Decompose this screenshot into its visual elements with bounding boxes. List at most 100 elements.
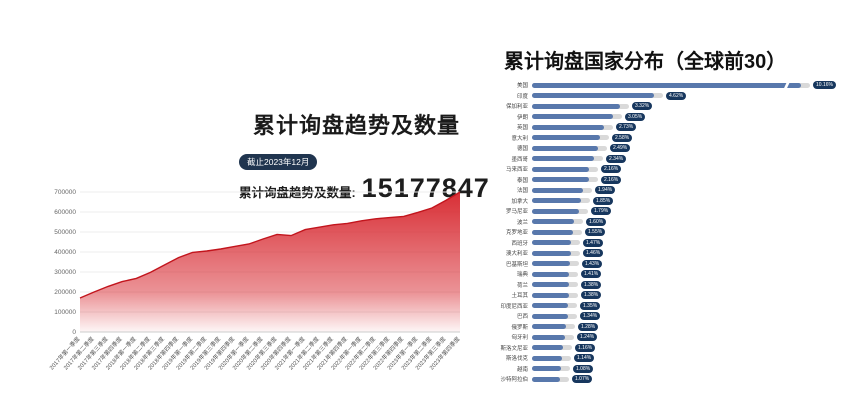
bar-wrap: 1.79% — [532, 206, 848, 217]
country-bar — [532, 366, 561, 372]
country-row: 瑞典 1.41% — [466, 269, 848, 280]
country-label: 德国 — [516, 146, 528, 153]
value-badge: 1.46% — [583, 249, 604, 258]
country-label: 意大利 — [511, 135, 528, 142]
svg-text:0: 0 — [72, 329, 76, 336]
country-row: 斯洛文尼亚 1.16% — [466, 343, 848, 354]
value-badge: 3.32% — [632, 102, 653, 111]
country-bar — [532, 93, 654, 99]
country-bar — [532, 240, 571, 246]
value-badge: 1.85% — [593, 196, 614, 205]
country-bar — [532, 198, 581, 204]
country-bar — [532, 355, 562, 361]
country-row: 加拿大 1.85% — [466, 196, 848, 207]
bar-wrap: 4.62% — [532, 91, 848, 102]
country-label: 加拿大 — [511, 198, 528, 205]
svg-text:500000: 500000 — [54, 229, 76, 236]
country-label: 西班牙 — [511, 240, 528, 247]
bar-wrap: 1.94% — [532, 185, 848, 196]
bar-wrap: 1.28% — [532, 322, 848, 333]
country-row: 伊朗 3.05% — [466, 112, 848, 123]
bar-wrap: 2.58% — [532, 133, 848, 144]
country-bar — [532, 313, 568, 319]
value-badge: 2.34% — [606, 154, 627, 163]
as-of-date-badge: 截止2023年12月 — [239, 154, 318, 170]
value-badge: 1.38% — [581, 280, 602, 289]
value-badge: 1.16% — [575, 343, 596, 352]
value-badge: 2.16% — [601, 175, 622, 184]
country-bar — [532, 219, 574, 225]
country-label: 澳大利亚 — [505, 251, 528, 258]
value-badge: 3.05% — [625, 112, 646, 121]
country-bar — [532, 135, 600, 141]
country-bar — [532, 145, 598, 151]
country-row: 保加利亚 3.32% — [466, 101, 848, 112]
country-row: 印度 4.62% — [466, 91, 848, 102]
country-bar — [532, 187, 583, 193]
country-label: 斯洛伐克 — [505, 356, 528, 363]
stat-line: 累计询盘趋势及数量: 15177847 — [239, 173, 490, 204]
value-badge: 1.07% — [572, 375, 593, 384]
country-bar — [532, 156, 594, 162]
country-row: 墨西哥 2.34% — [466, 154, 848, 165]
value-badge: 1.60% — [586, 217, 607, 226]
bar-wrap: 3.32% — [532, 101, 848, 112]
bar-wrap: 1.24% — [532, 332, 848, 343]
svg-text:700000: 700000 — [54, 189, 76, 196]
value-badge: 1.24% — [577, 333, 598, 342]
value-badge: 1.47% — [583, 238, 604, 247]
bar-wrap: 1.38% — [532, 290, 848, 301]
value-badge: 1.94% — [595, 186, 616, 195]
country-row: 罗马尼亚 1.79% — [466, 206, 848, 217]
country-row: 马来西亚 2.16% — [466, 164, 848, 175]
country-label: 荷兰 — [516, 282, 528, 289]
country-label: 英国 — [516, 125, 528, 132]
country-bar — [532, 250, 571, 256]
country-label: 斯洛文尼亚 — [500, 345, 528, 352]
bar-wrap: 1.16% — [532, 343, 848, 354]
country-label: 美国 — [516, 83, 528, 90]
country-row: 巴西 1.34% — [466, 311, 848, 322]
value-badge: 1.14% — [574, 354, 595, 363]
country-label: 俄罗斯 — [511, 324, 528, 331]
country-label: 巴西 — [516, 314, 528, 321]
country-label: 墨西哥 — [511, 156, 528, 163]
bar-wrap: 1.43% — [532, 259, 848, 270]
country-chart-title: 累计询盘国家分布（全球前30） — [504, 50, 787, 73]
country-bar — [532, 229, 573, 235]
bar-wrap: 1.35% — [532, 301, 848, 312]
country-bar — [532, 103, 620, 109]
country-bar — [532, 261, 570, 267]
country-bar — [532, 345, 563, 351]
country-row: 德国 2.49% — [466, 143, 848, 154]
bar-wrap: 1.14% — [532, 353, 848, 364]
bar-wrap: 3.05% — [532, 112, 848, 123]
bar-wrap: 1.85% — [532, 196, 848, 207]
country-label: 泰国 — [516, 177, 528, 184]
country-row: 克罗地亚 1.55% — [466, 227, 848, 238]
bar-wrap: 2.34% — [532, 154, 848, 165]
country-row: 法国 1.94% — [466, 185, 848, 196]
country-label: 巴基斯坦 — [505, 261, 528, 268]
country-bar — [532, 303, 568, 309]
country-label: 匈牙利 — [511, 335, 528, 342]
country-row: 沙特阿拉伯 1.07% — [466, 374, 848, 385]
country-row: 意大利 2.58% — [466, 133, 848, 144]
country-bar — [532, 114, 613, 120]
country-row: 俄罗斯 1.28% — [466, 322, 848, 333]
bar-wrap: 1.47% — [532, 238, 848, 249]
country-row: 斯洛伐克 1.14% — [466, 353, 848, 364]
svg-text:200000: 200000 — [54, 289, 76, 296]
country-label: 波兰 — [516, 219, 528, 226]
bar-wrap: 1.08% — [532, 364, 848, 375]
country-row: 越南 1.08% — [466, 364, 848, 375]
value-badge: 4.62% — [666, 91, 687, 100]
value-badge: 1.41% — [581, 270, 602, 279]
axis-break-icon — [783, 81, 790, 90]
bar-wrap: 2.16% — [532, 175, 848, 186]
country-row: 西班牙 1.47% — [466, 238, 848, 249]
country-label: 马来西亚 — [505, 167, 528, 174]
bar-wrap: 1.41% — [532, 269, 848, 280]
svg-text:300000: 300000 — [54, 269, 76, 276]
